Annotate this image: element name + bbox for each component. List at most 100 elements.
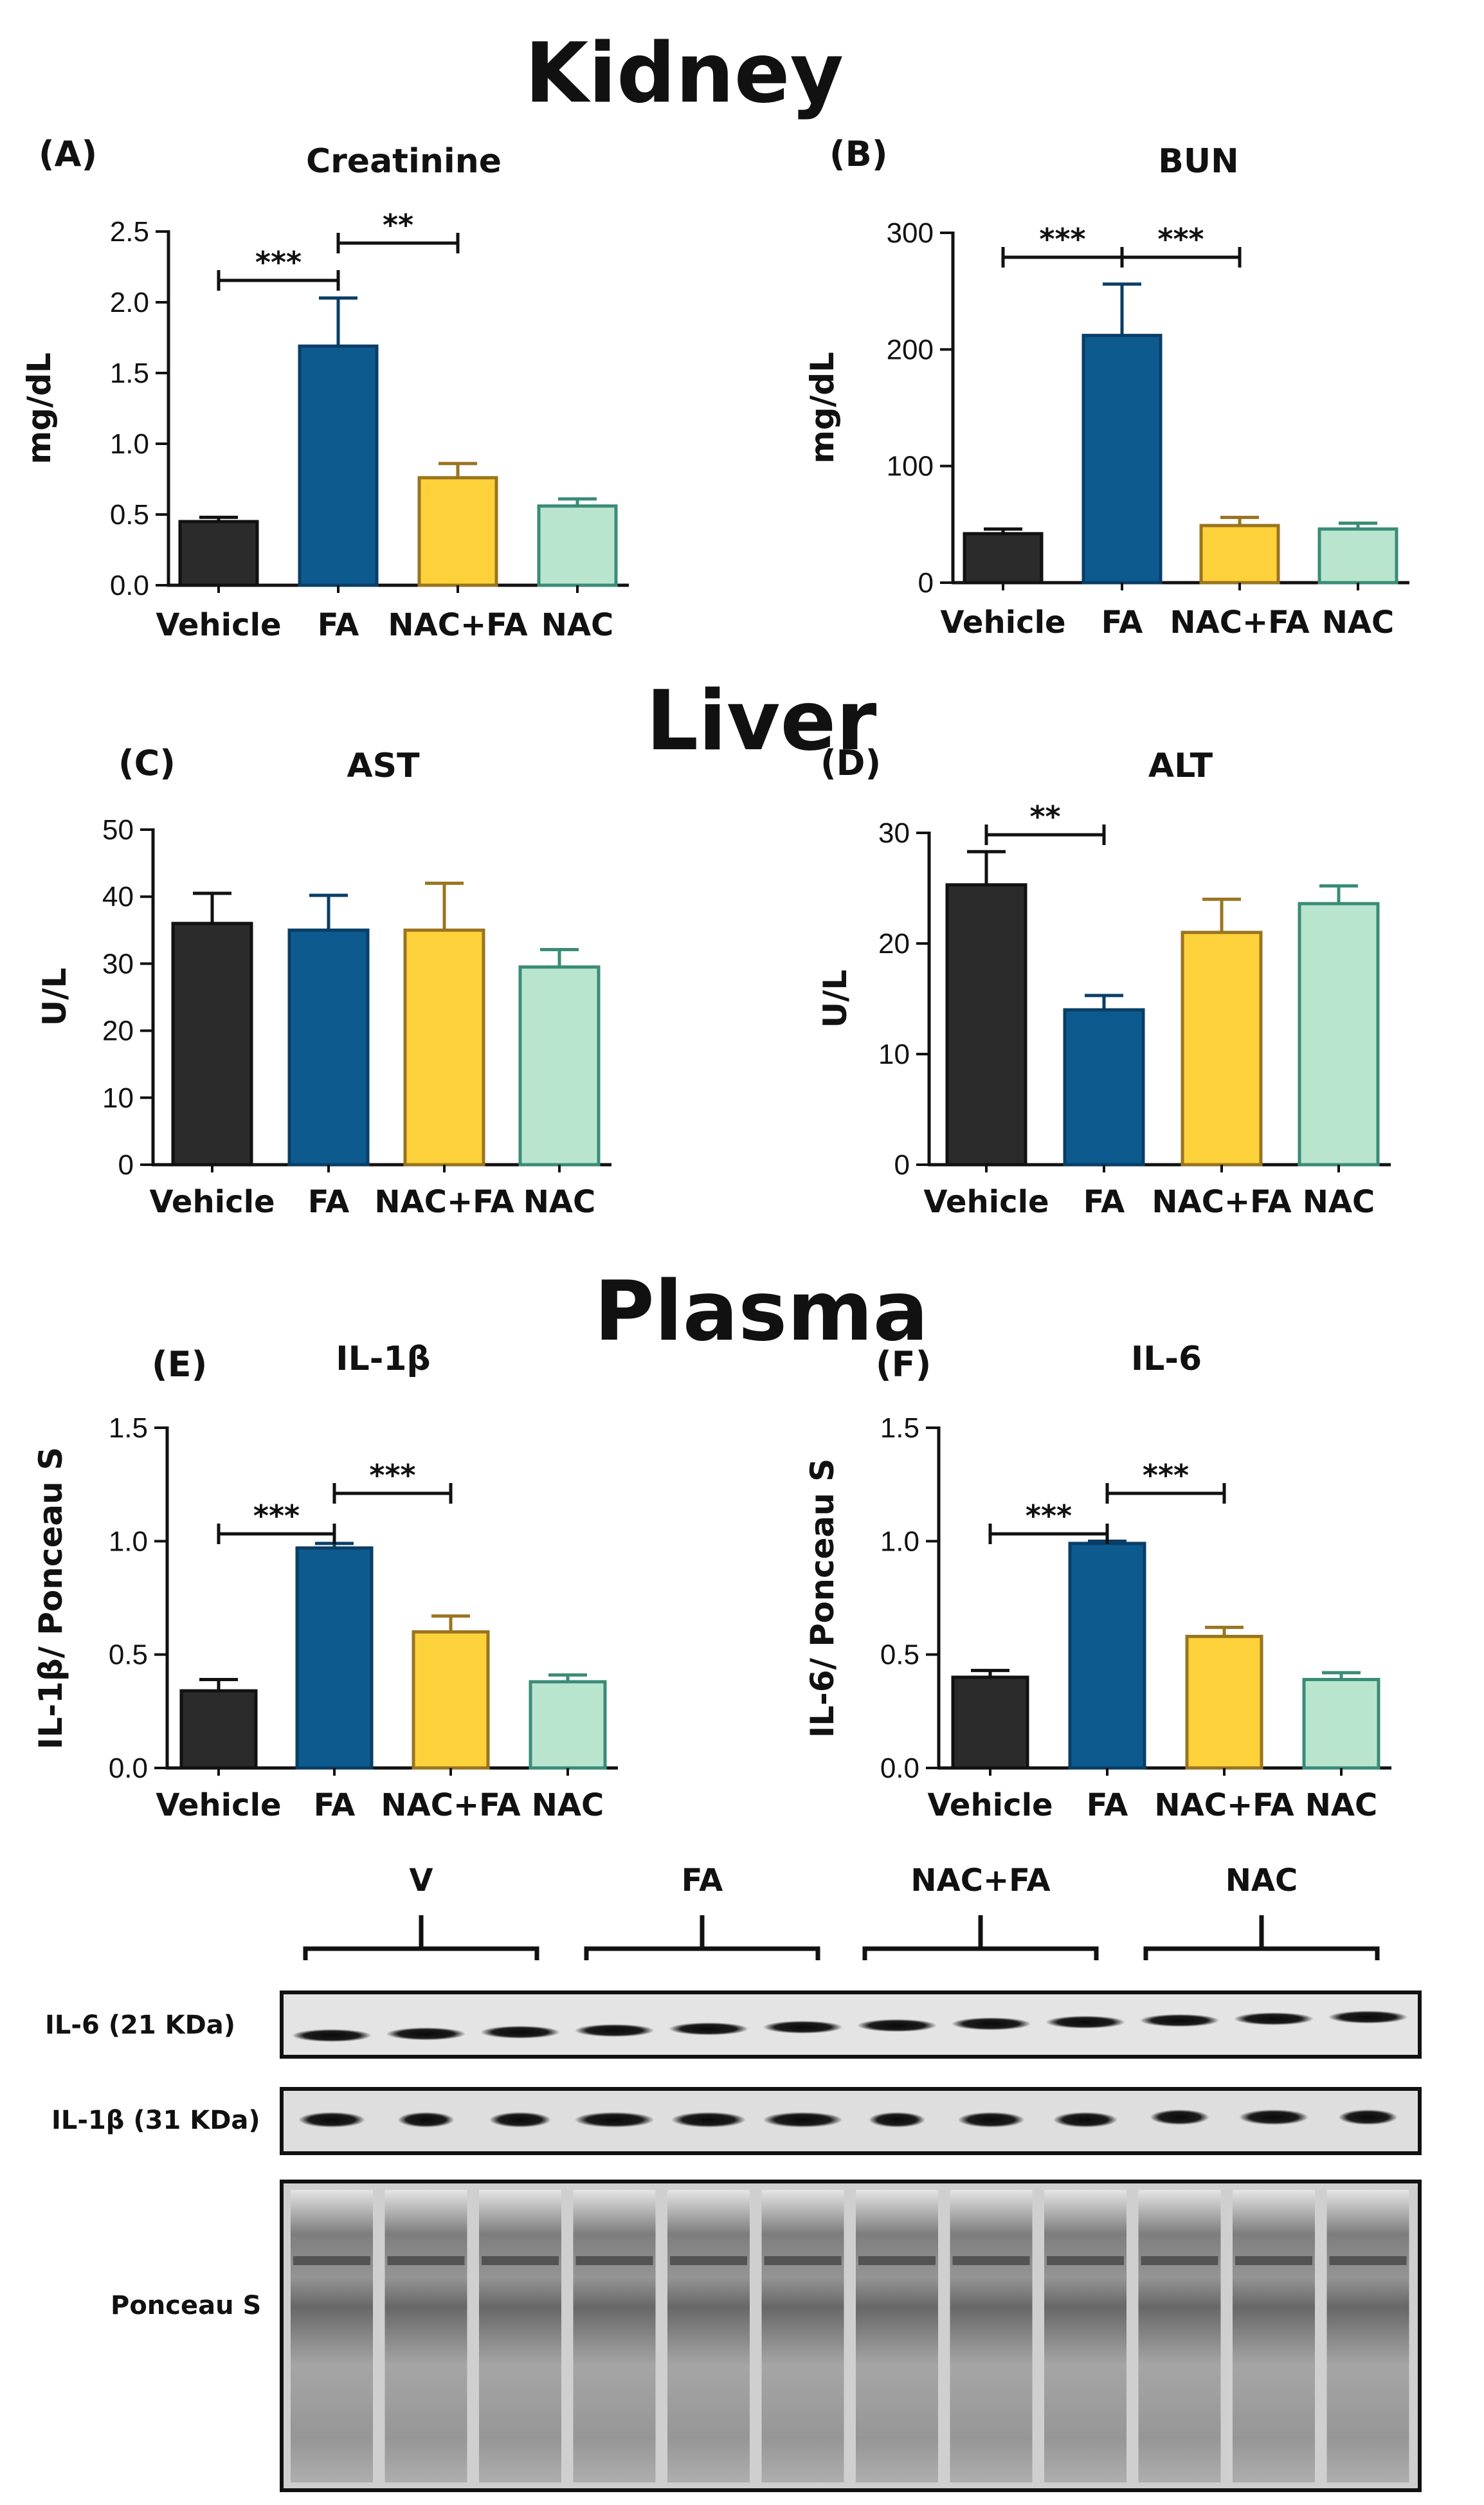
blot-group-label: FA	[682, 1863, 723, 1899]
il1b-band	[1150, 2109, 1209, 2125]
bar-nac-fa	[1185, 1634, 1263, 1770]
il6-band	[386, 2027, 466, 2041]
x-tick-label: NAC	[1303, 1184, 1375, 1220]
y-tick-label: 50	[102, 814, 134, 846]
y-tick-label: 1.0	[109, 1526, 148, 1557]
ponceau-lane	[950, 2190, 1033, 2482]
il1b-band	[763, 2112, 843, 2127]
il6-band	[1045, 2016, 1125, 2029]
section-title-plasma: Plasma	[594, 1264, 928, 1360]
panel-b-bun: (B) BUN mg/dL 0 100 200 300 Vehicle FA NAC+FA NAC *…	[804, 134, 1409, 641]
bar-vehicle	[963, 532, 1044, 585]
il6-band	[763, 2021, 843, 2034]
il1b-band	[489, 2112, 551, 2127]
il1b-membrane	[280, 2087, 1422, 2155]
ponceau-band	[1235, 2256, 1312, 2265]
ponceau-band	[1329, 2256, 1407, 2265]
bar-fa	[295, 1546, 374, 1770]
y-tick-label: 2.0	[110, 287, 149, 318]
significance-label: ***	[1143, 1458, 1189, 1493]
x-tick-label: FA	[1083, 1184, 1125, 1220]
ponceau-lane	[856, 2190, 938, 2482]
x-tick-label: FA	[314, 1787, 355, 1823]
bar-nac	[518, 965, 601, 1167]
ponceau-band	[293, 2256, 370, 2265]
il6-band	[857, 2019, 937, 2032]
il1b-band	[574, 2112, 655, 2127]
significance-label: **	[1029, 799, 1060, 834]
x-tick-label: Vehicle	[149, 1184, 275, 1220]
panel-label: (A)	[39, 134, 97, 174]
y-tick-label: 0.5	[880, 1639, 919, 1671]
x-tick-label: FA	[1101, 605, 1143, 641]
x-tick-label: Vehicle	[923, 1184, 1049, 1220]
y-tick-label: 0	[894, 1149, 910, 1181]
bar-nac-fa	[1181, 931, 1263, 1167]
y-axis-label: IL-6/ Ponceau S	[804, 1459, 841, 1738]
ponceau-band	[575, 2256, 653, 2265]
y-axis-label: U/L	[36, 968, 73, 1026]
significance-label: ***	[255, 245, 302, 280]
ponceau-lane	[573, 2190, 656, 2482]
y-tick-label: 0.5	[110, 499, 149, 531]
blot-group-label: NAC	[1226, 1863, 1298, 1899]
significance-label: ***	[253, 1498, 300, 1533]
panel-label: (E)	[152, 1344, 207, 1385]
significance-label: ***	[1157, 222, 1204, 257]
x-tick-label: Vehicle	[927, 1787, 1053, 1823]
x-tick-label: NAC+FA	[1154, 1787, 1294, 1823]
bar-nac-fa	[403, 928, 485, 1167]
y-tick-label: 30	[878, 817, 910, 849]
y-tick-label: 20	[102, 1016, 134, 1047]
y-tick-label: 0	[118, 1149, 134, 1181]
blot-group-label: NAC+FA	[910, 1863, 1050, 1899]
panel-a-creatinine: (A) Creatinine mg/dL 0.0 0.5 1.0 1.5 2.0 2.5 Vehi…	[21, 134, 629, 643]
il1b-band	[869, 2112, 925, 2127]
y-tick-label: 300	[887, 217, 934, 249]
ponceau-lane	[667, 2190, 750, 2482]
il1b-band	[1338, 2109, 1398, 2125]
panel-c-ast: (C) AST U/L 0 10 20 30 40 50 Vehicle FA NAC+FA NAC	[36, 743, 611, 1220]
x-tick-label: FA	[1087, 1787, 1128, 1823]
bar-fa	[287, 928, 370, 1167]
panel-title: IL-6	[1131, 1340, 1202, 1378]
blot-label-ponceau: Ponceau S	[111, 2291, 261, 2320]
x-tick-label: Vehicle	[156, 607, 281, 643]
y-tick-label: 0	[918, 567, 934, 599]
il6-band	[292, 2029, 372, 2042]
y-axis-label: mg/dL	[21, 352, 58, 464]
bar-fa	[1081, 334, 1163, 585]
significance-label: **	[383, 208, 413, 242]
il6-band	[951, 2017, 1031, 2030]
y-tick-label: 100	[887, 451, 934, 482]
section-title-kidney: Kidney	[525, 26, 844, 122]
bar-vehicle	[179, 1689, 258, 1770]
significance-label: ***	[1026, 1498, 1072, 1533]
significance-label: ***	[369, 1458, 415, 1493]
y-tick-label: 1.5	[110, 358, 149, 389]
significance-label: ***	[1039, 222, 1085, 257]
bar-nac-fa	[412, 1630, 490, 1770]
ponceau-band	[670, 2256, 747, 2265]
x-tick-label: FA	[308, 1184, 349, 1220]
ponceau-band	[1047, 2256, 1124, 2265]
il1b-band	[671, 2112, 746, 2127]
western-blot: IL-6 (21 KDa) IL-1β (31 KDa) Ponceau S V…	[45, 1863, 1422, 2492]
ponceau-band	[764, 2256, 842, 2265]
bar-fa	[1063, 1008, 1145, 1167]
il1b-band	[957, 2112, 1025, 2127]
ponceau-lane	[385, 2190, 467, 2482]
x-tick-label: NAC+FA	[1170, 605, 1309, 641]
bar-vehicle	[171, 922, 253, 1167]
y-tick-label: 1.0	[110, 428, 149, 460]
il1b-band	[397, 2112, 455, 2127]
panel-title: BUN	[1158, 142, 1238, 181]
y-tick-label: 0.5	[109, 1639, 148, 1671]
panel-label: (B)	[829, 134, 888, 174]
bar-nac	[1298, 902, 1380, 1167]
blot-label-il1b: IL-1β (31 KDa)	[51, 2106, 260, 2135]
y-tick-label: 10	[878, 1039, 910, 1070]
bar-fa	[1068, 1542, 1146, 1770]
ponceau-lane	[761, 2190, 844, 2482]
